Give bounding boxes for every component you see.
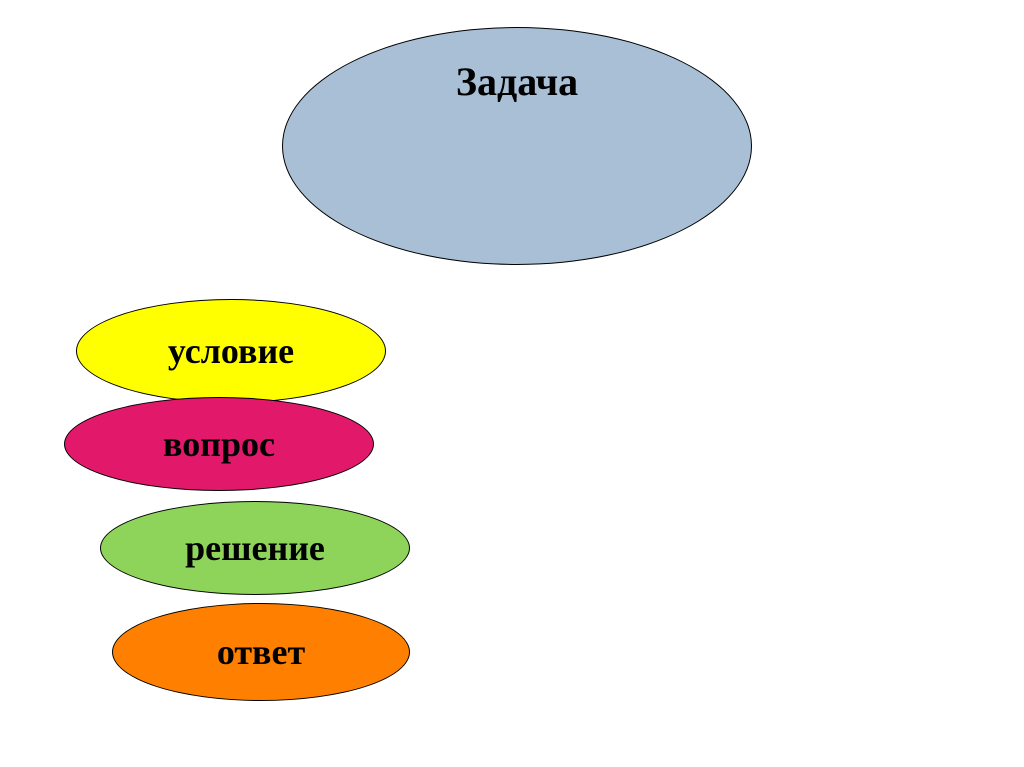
ellipse-vopros: вопрос bbox=[64, 397, 374, 491]
ellipse-reshenie: решение bbox=[100, 501, 410, 595]
main-label: Задача bbox=[456, 58, 578, 105]
label-otvet: ответ bbox=[217, 631, 305, 673]
label-reshenie: решение bbox=[185, 527, 325, 569]
ellipse-otvet: ответ bbox=[112, 603, 410, 701]
label-vopros: вопрос bbox=[163, 423, 275, 465]
main-ellipse-zadacha: Задача bbox=[282, 27, 752, 265]
label-uslovie: условие bbox=[168, 330, 294, 372]
ellipse-uslovie: условие bbox=[76, 299, 386, 403]
